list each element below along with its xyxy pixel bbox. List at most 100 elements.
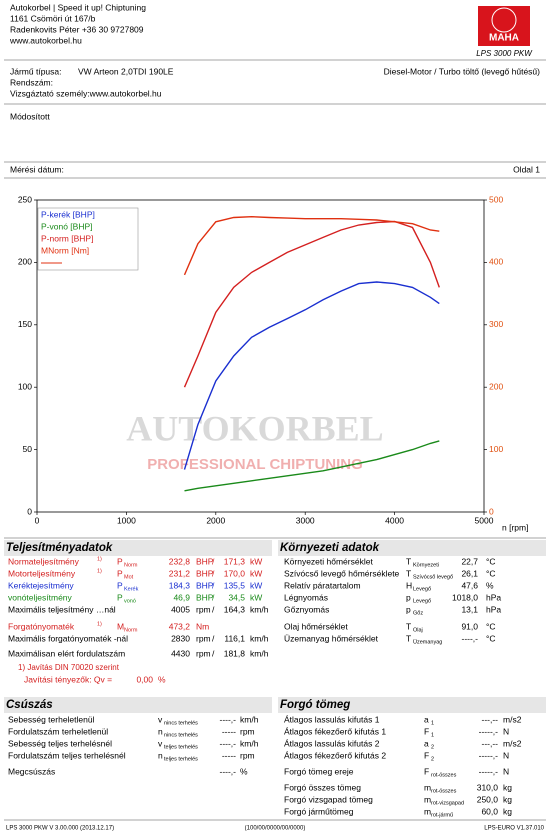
row-label: Forgó összes tömeg [284,782,361,792]
series-line [184,440,440,492]
logo-text: MAHA [489,33,519,44]
row-unit2: kW [250,568,262,578]
row-label: Maximális teljesítmény …nál [8,604,116,614]
row-val: ----,- [461,633,478,643]
row-sub: Üzemanyag [413,638,442,645]
legend-entry: P-vonó [BHP] [41,221,93,231]
row-sub: nincs terhelés [164,732,198,738]
row-sub: Szívócső levegő [413,574,453,580]
section-band [278,540,546,556]
row-unit: m/s2 [503,738,522,748]
row-sym: P [117,592,123,602]
header-line: 1161 Csömöri út 167/b [10,13,96,23]
row-sym: P [117,580,123,590]
row-unit: BHP [196,592,214,602]
row-label: Maximálisan elért fordulatszám [8,648,125,658]
legend-entry: P-norm [BHP] [41,233,93,243]
row-sub: Levegő [413,586,431,592]
row-val: -----,- [479,726,499,736]
row-sub: rot-jármű [431,812,453,818]
row-val: ----- [222,750,236,760]
row-label: Sebesség terheletlenül [8,714,95,724]
row-sep: / [212,568,215,578]
plate-label: Rendszám: [10,77,53,87]
row-unit: BHP [196,556,214,566]
row-val: ----,- [219,714,236,724]
row-sub: 2 [431,744,434,750]
row-label: Üzemanyag hőmérséklet [284,633,379,643]
x-tick-label: 0 [35,515,40,525]
row-label: Megcsúszás [8,766,55,776]
row-val: 47,6 [461,580,478,590]
logo-emblem [491,7,517,33]
row-sub: 1 [431,732,434,738]
row-sub: teljes terhelés [164,744,198,750]
y2-tick-label: 0 [489,506,494,516]
row-sub: rot-összes [431,772,457,778]
row-unit: °C [486,556,496,566]
row-unit: rpm [196,648,211,658]
section-band [278,697,546,713]
row-sub: 2 [431,756,434,762]
page-number: Oldal 1 [513,164,540,174]
row-sym: v [158,714,163,724]
modified: Módosított [10,111,50,121]
row-val: ----,- [219,766,236,776]
row-sym: T [406,633,411,643]
row-label: Átlagos fékezőerő kifutás 2 [284,750,386,760]
footer-center: (100/00/0000/00/0000) [245,826,306,832]
y-tick-label: 250 [18,194,32,204]
row-unit: °C [486,621,496,631]
row-unit: rpm [196,604,211,614]
row-val: 91,0 [461,621,478,631]
row-val: 22,7 [461,556,478,566]
row-unit: km/h [240,714,259,724]
row-sep: / [212,633,215,643]
legend-entry: P-kerék [BHP] [41,209,95,219]
row-unit: N [503,750,509,760]
row-sub: Kerék [124,586,139,592]
row-label: Forgó tömeg ereje [284,766,354,776]
row-val2: 34,5 [228,592,245,602]
footer-right: LPS-EURO V1.37.010 [484,826,544,832]
y2-tick-label: 200 [489,381,503,391]
row-label: Relatív páratartalom [284,580,361,590]
row-val: 60,0 [481,806,498,816]
y-tick-label: 100 [18,381,32,391]
factor-unit: % [158,674,166,684]
row-unit: kg [503,806,512,816]
row-unit: °C [486,568,496,578]
row-sep: / [212,604,215,614]
y2-tick-label: 400 [489,257,503,267]
row-sym: H [406,580,412,590]
row-sep: / [212,580,215,590]
row-label: Légnyomás [284,592,328,602]
row-note: 1) [97,556,102,562]
row-sym: a [424,738,429,748]
row-sym: n [158,726,163,736]
row-sym: P [117,556,123,566]
plot-frame [36,199,485,513]
legend-box [37,207,139,271]
row-unit: N [503,726,509,736]
row-sub: nincs terhelés [164,720,198,726]
footnote: 1) Javítás DIN 70020 szerint [18,663,120,672]
row-unit: kg [503,794,512,804]
row-val: ----,- [219,738,236,748]
row-val: -----,- [479,750,499,760]
row-val: 2830 [171,633,190,643]
x-tick-label: 3000 [296,515,315,525]
section-band [4,697,272,713]
row-label: Motorteljesítmény [8,568,76,578]
row-unit: km/h [240,738,259,748]
logo-box [478,6,530,46]
row-sep: / [212,556,215,566]
row-sep: / [212,648,215,658]
row-sym: F [424,766,429,776]
row-unit: N [503,766,509,776]
row-val: 4430 [171,648,190,658]
section-title: Teljesítményadatok [6,542,113,554]
row-unit2: kW [250,556,262,566]
footer-left: LPS 3000 PKW V 3.00.000 (2013.12.17) [6,826,114,832]
y-tick-label: 200 [18,257,32,267]
